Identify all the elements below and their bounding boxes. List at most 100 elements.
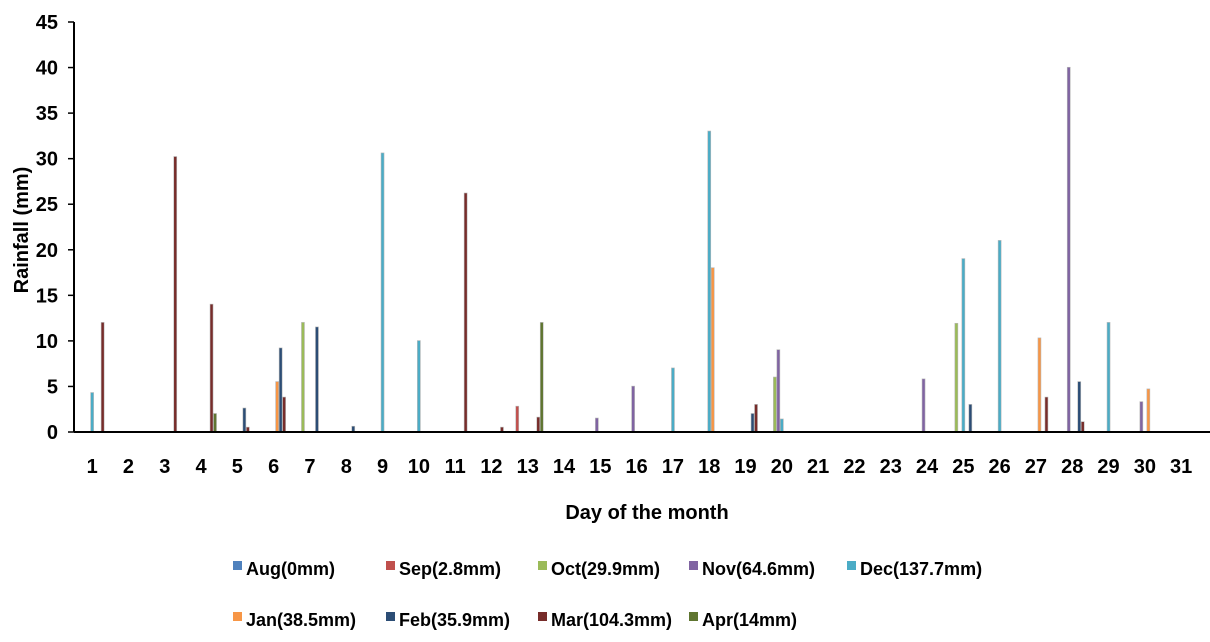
x-tick-label: 7 <box>304 456 315 478</box>
y-tick-label: 15 <box>36 285 58 307</box>
bar <box>751 413 754 432</box>
x-tick-label: 5 <box>232 456 243 478</box>
bar <box>671 368 675 432</box>
bar <box>279 348 282 432</box>
x-tick-label: 23 <box>880 456 902 478</box>
legend-swatch <box>233 612 242 621</box>
x-tick-label: 27 <box>1025 456 1047 478</box>
bar <box>210 304 213 432</box>
legend-label: Feb(35.9mm) <box>399 610 510 630</box>
bar <box>213 413 217 432</box>
bar <box>1081 421 1084 432</box>
x-tick-label: 21 <box>807 456 829 478</box>
bar <box>1078 381 1081 432</box>
bar <box>1140 401 1143 432</box>
bar <box>962 258 965 432</box>
x-tick-label: 30 <box>1134 456 1156 478</box>
bar <box>174 156 177 432</box>
y-tick-label: 20 <box>36 240 58 262</box>
bar <box>537 417 540 432</box>
x-tick-label: 18 <box>698 456 720 478</box>
x-tick-label: 10 <box>408 456 430 478</box>
legend-label: Sep(2.8mm) <box>399 559 501 579</box>
x-tick-label: 24 <box>916 456 939 478</box>
x-tick-label: 28 <box>1061 456 1083 478</box>
bar <box>1107 322 1110 432</box>
x-tick-label: 8 <box>341 456 352 478</box>
bar <box>754 404 758 432</box>
bar <box>922 379 925 432</box>
bar <box>516 406 519 432</box>
y-tick-label: 40 <box>36 58 58 80</box>
bar <box>315 327 319 432</box>
legend-label: Apr(14mm) <box>702 610 797 630</box>
x-tick-label: 11 <box>445 456 466 478</box>
x-tick-label: 3 <box>159 456 170 478</box>
x-tick-label: 19 <box>734 456 756 478</box>
bar <box>773 377 777 432</box>
x-tick-label: 12 <box>480 456 502 478</box>
x-tick-label: 4 <box>195 456 207 478</box>
bar <box>90 392 94 432</box>
bar <box>275 381 279 432</box>
bar <box>777 350 780 432</box>
x-ticks: 1 2 3 4 5 6 7 8 9 10 11 12 13 14 15 16 17 18 19 20 21 22 23 24 2… <box>87 456 1193 478</box>
legend-swatch <box>689 561 698 570</box>
bar <box>464 193 467 432</box>
y-tick-label: 0 <box>47 422 58 444</box>
y-tick-label: 45 <box>36 12 58 34</box>
y-tick-label: 35 <box>36 103 58 125</box>
x-tick-label: 16 <box>626 456 648 478</box>
legend-label: Dec(137.7mm) <box>860 559 982 579</box>
legend-swatch <box>689 612 698 621</box>
legend-label: Jan(38.5mm) <box>246 610 356 630</box>
bar <box>1038 338 1041 432</box>
legend: Aug(0mm) Sep(2.8mm) Oct(29.9mm) Nov(64.6mm)… <box>233 559 982 630</box>
x-tick-label: 14 <box>553 456 576 478</box>
bar <box>955 323 958 432</box>
x-tick-label: 13 <box>517 456 539 478</box>
bar <box>246 427 250 432</box>
x-tick-label: 2 <box>123 456 134 478</box>
x-axis-title: Day of the month <box>565 502 728 524</box>
legend-swatch <box>386 561 395 570</box>
x-tick-label: 29 <box>1097 456 1119 478</box>
x-tick-label: 20 <box>771 456 793 478</box>
x-tick-label: 15 <box>589 456 611 478</box>
bar <box>500 427 504 432</box>
legend-label: Mar(104.3mm) <box>551 610 672 630</box>
bar <box>282 397 286 432</box>
bar <box>417 340 421 432</box>
bar <box>998 240 1001 432</box>
legend-label: Aug(0mm) <box>246 559 335 579</box>
x-tick-label: 1 <box>87 456 98 478</box>
bar <box>101 322 104 432</box>
x-tick-label: 26 <box>989 456 1011 478</box>
bar <box>708 131 711 433</box>
bar <box>1147 389 1150 432</box>
legend-swatch <box>538 561 547 570</box>
y-tick-label: 25 <box>36 194 58 216</box>
x-tick-label: 22 <box>843 456 865 478</box>
x-tick-label: 25 <box>952 456 974 478</box>
bar <box>352 426 355 432</box>
legend-swatch <box>233 561 242 570</box>
x-tick-label: 31 <box>1170 456 1192 478</box>
y-tick-label: 5 <box>47 376 58 398</box>
y-ticks: 0 5 10 15 20 25 30 35 40 45 <box>36 12 74 444</box>
bar <box>1067 67 1070 433</box>
bar <box>595 418 599 432</box>
bar <box>540 322 543 432</box>
bars-layer <box>90 66 1151 433</box>
y-axis-title: Rainfall (mm) <box>11 167 33 294</box>
bar <box>243 408 246 432</box>
bar <box>780 419 784 432</box>
y-tick-label: 10 <box>36 331 58 353</box>
x-tick-label: 17 <box>662 456 684 478</box>
legend-label: Nov(64.6mm) <box>702 559 815 579</box>
x-tick-label: 6 <box>268 456 279 478</box>
bar <box>969 404 972 432</box>
bar <box>711 268 714 432</box>
legend-swatch <box>386 612 395 621</box>
